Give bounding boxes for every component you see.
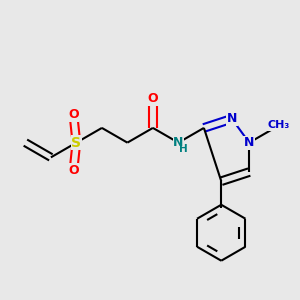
Text: O: O <box>68 164 79 177</box>
Text: N: N <box>173 136 184 149</box>
Text: N: N <box>244 136 254 149</box>
Text: O: O <box>68 108 79 121</box>
Text: N: N <box>227 112 237 125</box>
Text: H: H <box>179 143 188 154</box>
Text: S: S <box>71 136 81 150</box>
Text: O: O <box>148 92 158 105</box>
Text: CH₃: CH₃ <box>268 120 290 130</box>
